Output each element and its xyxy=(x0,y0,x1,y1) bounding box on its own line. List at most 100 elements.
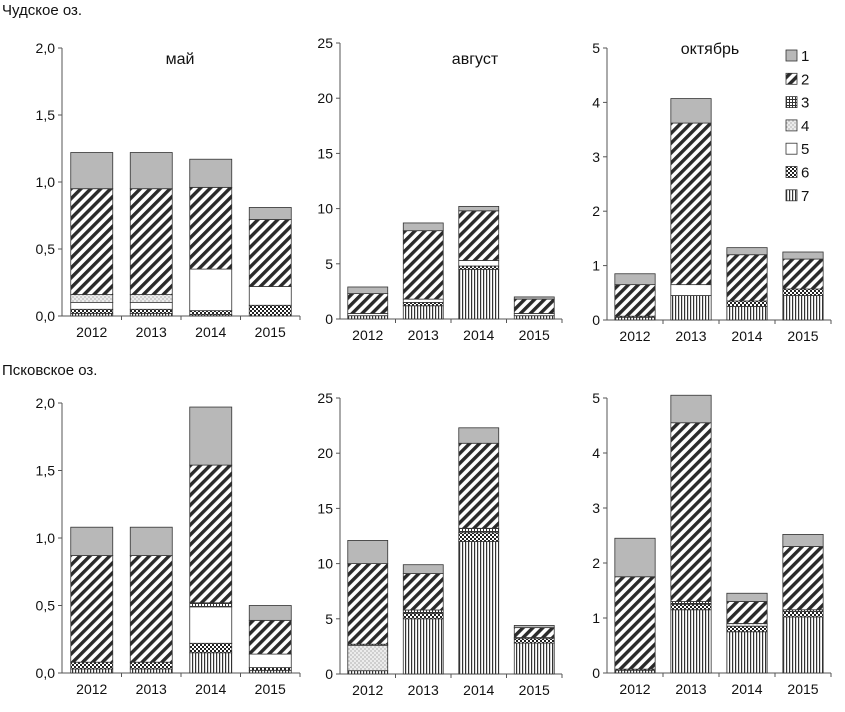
bar-segment-2013-series-2 xyxy=(402,573,444,611)
y-tick-label: 0,0 xyxy=(36,308,56,324)
bar-segment-2013-series-2 xyxy=(129,555,173,663)
legend-swatch-1 xyxy=(785,49,798,62)
bar-segment-2012-series-7 xyxy=(347,315,389,320)
y-tick-label: 1,0 xyxy=(36,174,56,190)
legend-swatch-6 xyxy=(785,166,798,178)
chart-title: октябрь xyxy=(681,41,739,58)
y-tick-label: 4 xyxy=(592,445,600,461)
y-tick-label: 0 xyxy=(325,666,333,682)
y-tick-label: 1 xyxy=(592,258,600,274)
bar-segment-2014-series-5 xyxy=(458,260,500,267)
x-tick-label: 2015 xyxy=(255,324,286,340)
bar-segment-2014-series-3 xyxy=(189,602,233,608)
legend-swatch-2 xyxy=(785,72,798,85)
bar-segment-2015-series-1 xyxy=(782,534,824,547)
y-tick-label: 25 xyxy=(317,35,333,51)
bar-segment-2013-series-6 xyxy=(670,603,712,611)
bar-segment-2015-series-6 xyxy=(782,611,824,618)
bar-segment-2012-series-1 xyxy=(614,273,656,286)
bar-segment-2012-series-1 xyxy=(347,286,389,295)
bar-segment-2014-series-5 xyxy=(189,606,233,644)
bar-segment-2012-series-7 xyxy=(70,312,114,317)
y-tick-label: 5 xyxy=(325,611,333,627)
bar-segment-2015-series-7 xyxy=(513,315,555,320)
x-tick-label: 2015 xyxy=(787,328,818,344)
bar-segment-2013-series-3 xyxy=(670,601,712,605)
y-tick-label: 1 xyxy=(592,610,600,626)
legend-label-4: 4 xyxy=(801,118,809,135)
bar-segment-2015-series-2 xyxy=(782,258,824,290)
y-tick-label: 15 xyxy=(317,500,333,516)
bar-segment-2014-series-6 xyxy=(458,532,500,542)
bar-segment-2013-series-7 xyxy=(129,668,173,674)
x-tick-label: 2014 xyxy=(195,324,226,340)
x-tick-label: 2013 xyxy=(675,328,706,344)
bar-segment-2014-series-1 xyxy=(458,205,500,212)
bar-segment-2014-series-6 xyxy=(189,310,233,316)
bar-segment-2015-series-2 xyxy=(248,619,292,655)
lake-title-pskovskoe: Псковское оз. xyxy=(2,362,98,379)
bar-segment-2015-series-7 xyxy=(513,642,555,675)
y-tick-label: 0 xyxy=(325,311,333,327)
bar-segment-2012-series-2 xyxy=(614,284,656,317)
bar-segment-2014-series-6 xyxy=(726,625,768,633)
bar-segment-2014-series-7 xyxy=(726,631,768,674)
bar-segment-2013-series-7 xyxy=(670,295,712,321)
x-tick-label: 2013 xyxy=(136,324,167,340)
bar-segment-2012-series-2 xyxy=(614,576,656,670)
y-tick-label: 2 xyxy=(592,203,600,219)
x-tick-label: 2015 xyxy=(787,681,818,697)
bar-segment-2015-series-2 xyxy=(513,627,555,638)
y-tick-label: 5 xyxy=(592,390,600,406)
x-tick-label: 2014 xyxy=(463,327,494,343)
chart-1: 0,0 0,5 1,0 1,5 2,0 2012 2013 2014 2015 май xyxy=(36,40,301,340)
y-tick-label: 20 xyxy=(317,90,333,106)
y-tick-label: 15 xyxy=(317,145,333,161)
bar-segment-2013-series-2 xyxy=(670,122,712,286)
bar-segment-2013-series-7 xyxy=(670,609,712,674)
bar-segment-2014-series-1 xyxy=(458,427,500,444)
x-tick-label: 2012 xyxy=(619,328,650,344)
y-tick-label: 20 xyxy=(317,445,333,461)
bar-segment-2015-series-6 xyxy=(248,667,292,671)
bar-segment-2015-series-2 xyxy=(513,298,555,314)
bar-segment-2012-series-2 xyxy=(347,293,389,314)
bar-segment-2014-series-7 xyxy=(189,652,233,674)
y-tick-label: 1,0 xyxy=(36,530,56,546)
legend-label-2: 2 xyxy=(801,71,809,88)
y-tick-label: 3 xyxy=(592,149,600,165)
y-tick-label: 1,5 xyxy=(36,107,56,123)
bar-segment-2012-series-4 xyxy=(70,294,114,303)
y-tick-label: 10 xyxy=(317,201,333,217)
bar-segment-2014-series-1 xyxy=(189,158,233,188)
bar-segment-2013-series-2 xyxy=(670,422,712,602)
bar-segment-2013-series-1 xyxy=(670,394,712,424)
legend-label-3: 3 xyxy=(801,95,809,112)
x-tick-label: 2015 xyxy=(519,682,550,698)
bar-segment-2014-series-2 xyxy=(726,601,768,624)
y-tick-label: 0,5 xyxy=(36,241,56,257)
bar-segment-2013-series-1 xyxy=(670,98,712,124)
bar-segment-2014-series-2 xyxy=(458,442,500,529)
y-tick-label: 25 xyxy=(317,390,333,406)
legend-label-6: 6 xyxy=(801,165,809,182)
bar-segment-2013-series-5 xyxy=(402,298,444,303)
bar-segment-2013-series-1 xyxy=(129,152,173,190)
bar-segment-2015-series-7 xyxy=(782,616,824,674)
bar-segment-2015-series-2 xyxy=(782,546,824,611)
bar-segment-2015-series-6 xyxy=(782,288,824,296)
bar-segment-2015-series-1 xyxy=(248,605,292,621)
chart-title: май xyxy=(166,51,195,68)
bar-segment-2015-series-5 xyxy=(248,653,292,668)
bar-segment-2014-series-2 xyxy=(189,464,233,604)
bar-segment-2012-series-7 xyxy=(614,669,656,674)
bar-segment-2014-series-2 xyxy=(189,186,233,270)
chart-2: 0 5 10 15 20 25 2012 2013 2014 2015 август xyxy=(317,35,563,343)
bar-segment-2012-series-1 xyxy=(614,537,656,578)
bar-segment-2013-series-1 xyxy=(402,222,444,232)
bar-segment-2013-series-6 xyxy=(402,302,444,307)
bar-segment-2015-series-1 xyxy=(782,251,824,260)
bar-segment-2014-series-3 xyxy=(458,527,500,534)
bar-segment-2013-series-7 xyxy=(402,618,444,675)
